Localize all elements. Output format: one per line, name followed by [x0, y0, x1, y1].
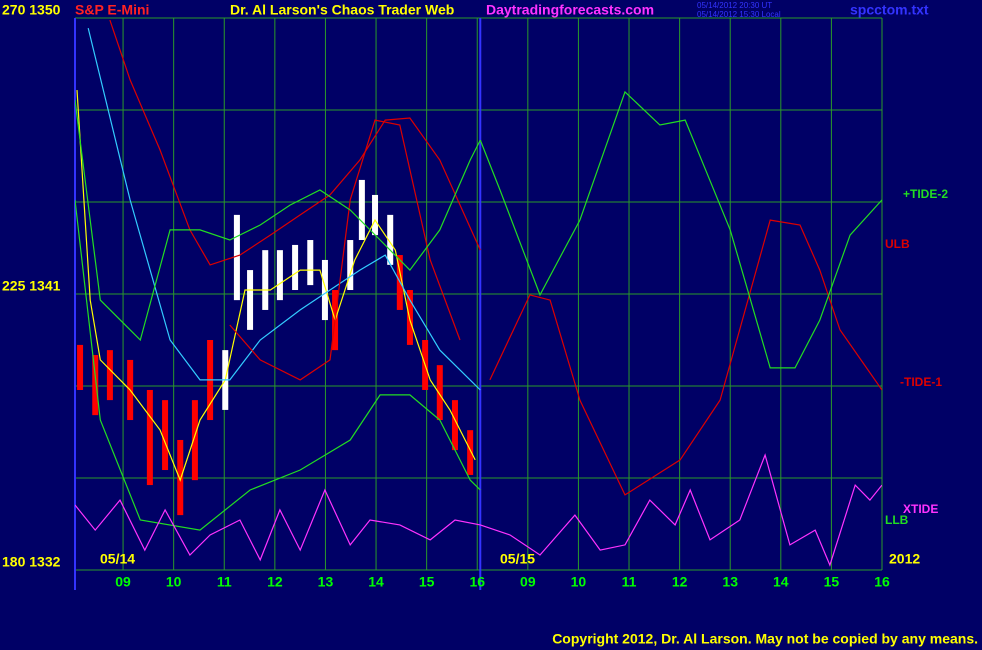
x-tick-label: 16: [874, 574, 890, 590]
date-label: 2012: [889, 551, 920, 567]
series-line: [75, 453, 882, 567]
x-tick-label: 09: [115, 574, 131, 590]
price-bar: [177, 439, 184, 516]
price-bar: [262, 250, 269, 310]
price-bar: [146, 389, 153, 486]
series-line: [109, 19, 481, 266]
x-tick-label: 10: [571, 574, 587, 590]
date-label: 05/15: [500, 551, 535, 567]
series-line: [76, 90, 476, 482]
x-tick-label: 15: [824, 574, 840, 590]
y-tick-label: 180 1332: [2, 554, 61, 570]
price-bar: [372, 194, 379, 236]
series-line: [75, 99, 481, 342]
x-tick-label: 11: [622, 574, 637, 590]
x-tick-label: 13: [318, 574, 334, 590]
price-bar: [162, 400, 169, 471]
copyright: Copyright 2012, Dr. Al Larson. May not b…: [552, 631, 978, 647]
series-label: LLB: [885, 513, 909, 527]
price-bar: [307, 240, 314, 286]
series-line: [489, 219, 882, 496]
series-label: -TIDE-1: [900, 375, 942, 389]
chart-title: Dr. Al Larson's Chaos Trader Web: [230, 2, 454, 18]
price-bar: [467, 430, 474, 475]
series-line: [87, 27, 481, 391]
price-bar: [191, 400, 198, 481]
price-bar: [233, 214, 240, 301]
instrument: S&P E-Mini: [75, 2, 149, 18]
series-line: [479, 90, 882, 369]
timestamp-ut: 05/14/2012 20:30 UT: [697, 1, 772, 10]
x-tick-label: 10: [166, 574, 182, 590]
grid: [74, 17, 883, 590]
x-tick-label: 14: [368, 574, 384, 590]
price-bar: [276, 250, 283, 301]
x-tick-label: 12: [267, 574, 283, 590]
x-tick-label: 14: [773, 574, 789, 590]
x-tick-label: 16: [469, 574, 485, 590]
x-tick-label: 15: [419, 574, 435, 590]
series-label: XTIDE: [903, 502, 938, 516]
file-name: spcctom.txt: [850, 2, 929, 18]
price-bar: [358, 179, 365, 241]
y-tick-label: 270 1350: [2, 2, 61, 18]
x-tick-label: 09: [520, 574, 536, 590]
price-bar: [92, 355, 99, 416]
x-tick-label: 13: [722, 574, 738, 590]
series-label: ULB: [885, 237, 910, 251]
series-line: [75, 199, 481, 531]
date-label: 05/14: [100, 551, 135, 567]
plot-area: [75, 19, 882, 567]
site-name: Daytradingforecasts.com: [486, 2, 654, 18]
price-bar: [247, 270, 254, 330]
price-bar: [436, 365, 443, 421]
x-tick-label: 11: [217, 574, 232, 590]
x-tick-label: 12: [672, 574, 688, 590]
price-bar: [77, 344, 84, 390]
timestamp-local: 05/14/2012 15:30 Local: [697, 10, 781, 19]
y-tick-label: 225 1341: [2, 278, 61, 294]
price-bar: [106, 350, 113, 401]
price-bar: [451, 400, 458, 451]
price-bar: [387, 214, 394, 265]
price-bar: [321, 259, 328, 321]
series-line: [229, 119, 461, 381]
series-label: +TIDE-2: [903, 187, 948, 201]
price-bar: [292, 244, 299, 291]
price-bar: [347, 240, 354, 291]
